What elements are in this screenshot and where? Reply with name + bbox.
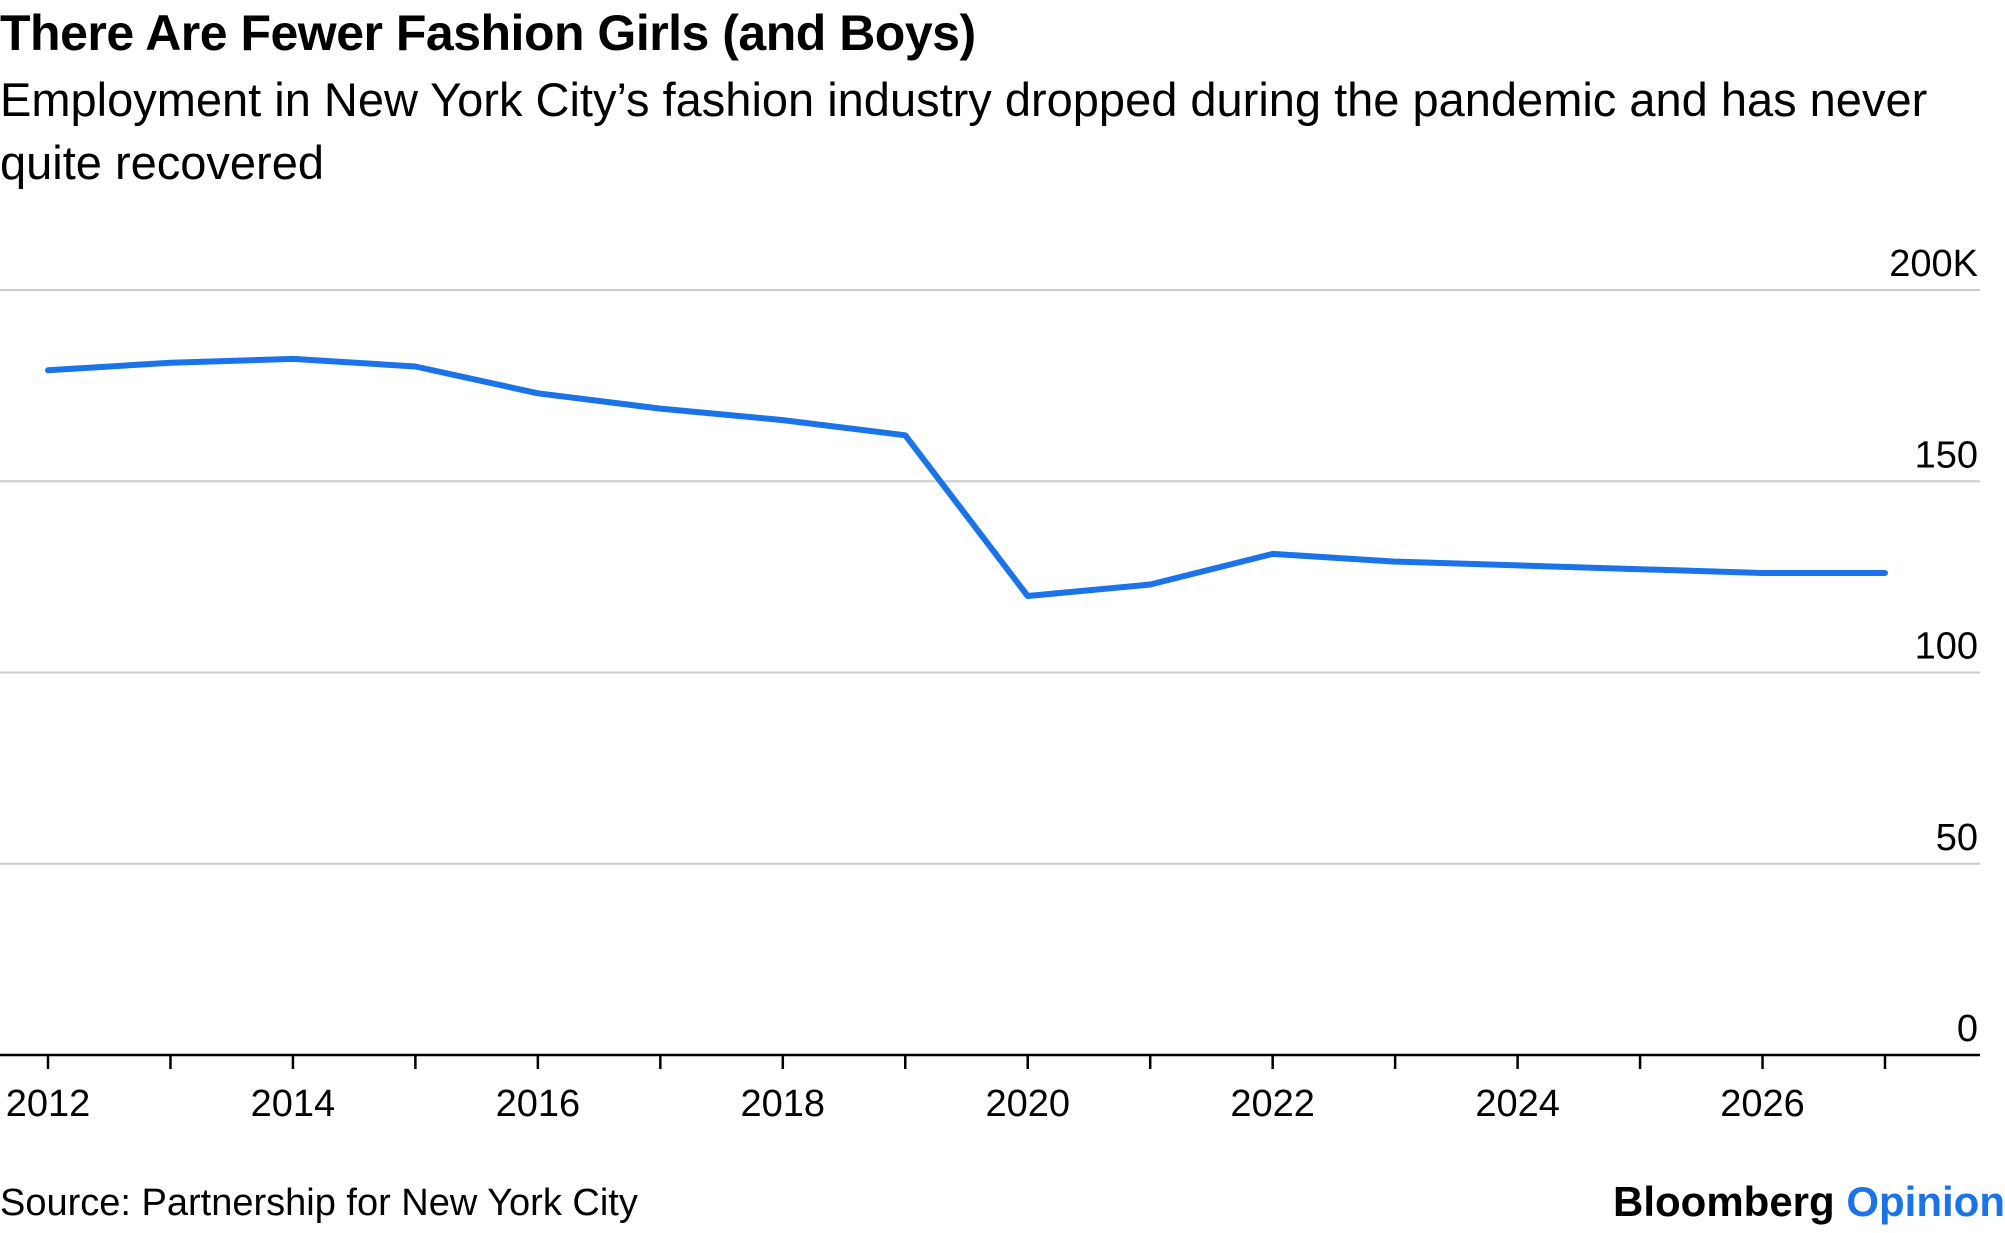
y-tick-label: 200K: [1889, 243, 1978, 285]
chart-title: There Are Fewer Fashion Girls (and Boys): [0, 5, 976, 61]
brand-name: Bloomberg: [1613, 1178, 1835, 1225]
grid-lines: [0, 289, 1980, 865]
source-note: Source: Partnership for New York City: [0, 1182, 638, 1224]
y-tick-label: 0: [1957, 1008, 1978, 1050]
y-axis: 0 50 100 150 200K: [1889, 243, 1978, 1050]
y-tick-label: 50: [1936, 817, 1978, 859]
series-layer: [45, 355, 1888, 599]
y-tick-label: 150: [1915, 434, 1978, 476]
x-axis: 2012 2014 2016 2018 2020 2022 2024 2026: [0, 1053, 1980, 1125]
x-tick-label: 2022: [1230, 1083, 1315, 1125]
brand-logo: Bloomberg Opinion: [1613, 1178, 2005, 1226]
x-tick-label: 2012: [6, 1083, 91, 1125]
series-line: [45, 355, 1888, 599]
y-tick-label: 100: [1915, 626, 1978, 668]
x-tick-label: 2018: [741, 1083, 826, 1125]
x-tick-label: 2024: [1475, 1083, 1560, 1125]
x-tick-label: 2014: [251, 1083, 336, 1125]
x-tick-label: 2020: [985, 1083, 1070, 1125]
x-tick-label: 2026: [1720, 1083, 1805, 1125]
brand-suffix: Opinion: [1846, 1178, 2005, 1225]
chart-subtitle: Employment in New York City’s fashion in…: [0, 73, 1928, 189]
x-tick-label: 2016: [496, 1083, 581, 1125]
